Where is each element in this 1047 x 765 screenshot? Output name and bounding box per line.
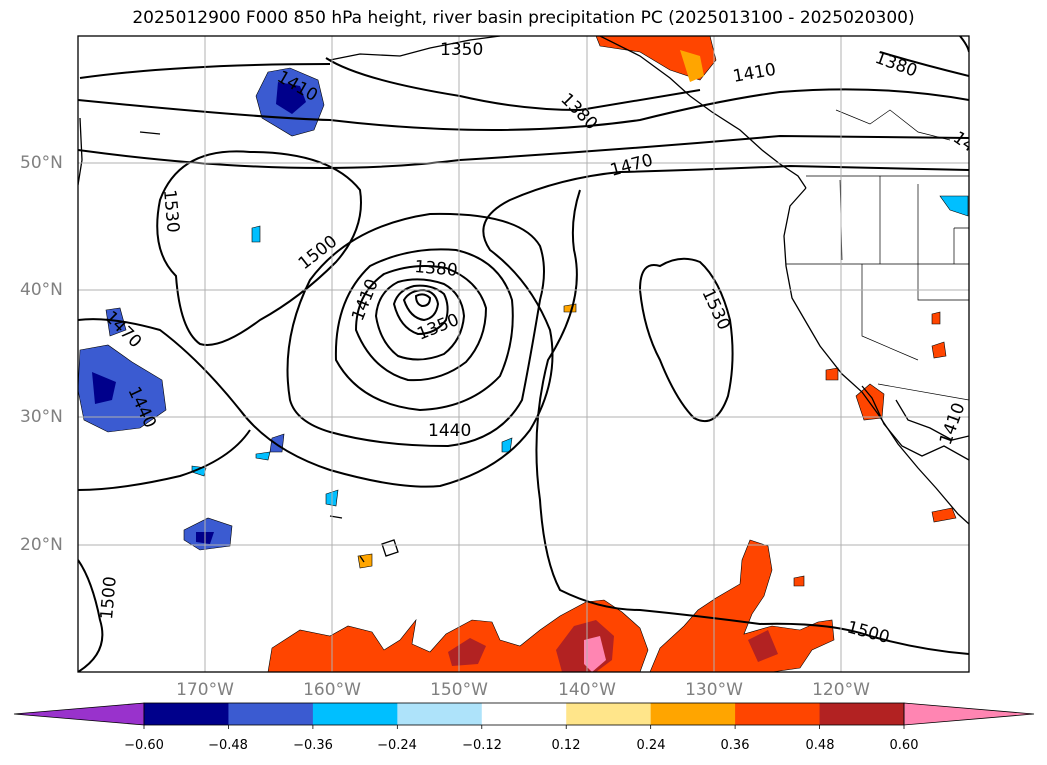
colorbar-extend-max [903,702,1035,726]
colorbar-tick-label: 0.60 [889,738,919,753]
colorbar-bin [650,703,736,725]
contour-label: 1530 [159,189,183,234]
map-title: 2025012900 F000 850 hPa height, river ba… [132,8,915,28]
colorbar-tick-label: 0.12 [551,738,581,753]
lon-label: 120°W [812,680,870,700]
lat-label: 30°N [20,407,63,427]
colorbar-bin [566,703,652,725]
map-panel: 1350 1410 1380 1410 1380 1530 1470 1500 … [78,36,969,672]
contour-label: 1500 [97,576,121,621]
lon-label: 140°W [558,680,616,700]
contour-label: 1350 [440,40,483,60]
colorbar-bin [312,703,398,725]
colorbar-bin [228,703,314,725]
colorbar-tick-label: −0.24 [377,738,417,753]
colorbar-bin [144,703,229,725]
lon-label: 150°W [430,680,488,700]
lon-label: 170°W [176,680,234,700]
colorbar-tick-label: 0.36 [720,738,750,753]
map-frame [77,35,970,673]
lon-label: 160°W [303,680,361,700]
negative-precip-patches [78,67,969,551]
colorbar-bin [819,703,905,725]
contour-label: 1440 [428,421,471,441]
positive-precip-patches [267,36,957,672]
colorbar-tick-label: −0.48 [208,738,248,753]
colorbar [13,702,1035,729]
lat-label: 50°N [20,153,63,173]
coastlines [78,36,969,563]
lat-label: 20°N [20,535,63,555]
lon-label: 130°W [685,680,743,700]
colorbar-tick-label: 0.48 [805,738,835,753]
colorbar-bin [481,703,567,725]
lat-label: 40°N [20,280,63,300]
colorbar-extend-min [13,702,145,726]
gridlines [78,36,969,672]
colorbar-bin [735,703,821,725]
colorbar-tick-label: −0.12 [462,738,502,753]
colorbar-tick-label: 0.24 [636,738,666,753]
colorbar-tick-label: −0.60 [124,738,164,753]
state-borders [786,109,969,401]
colorbar-tick-label: −0.36 [293,738,333,753]
contour-label: 1380 [414,257,459,281]
colorbar-bin [397,703,483,725]
height-contours [78,36,969,672]
